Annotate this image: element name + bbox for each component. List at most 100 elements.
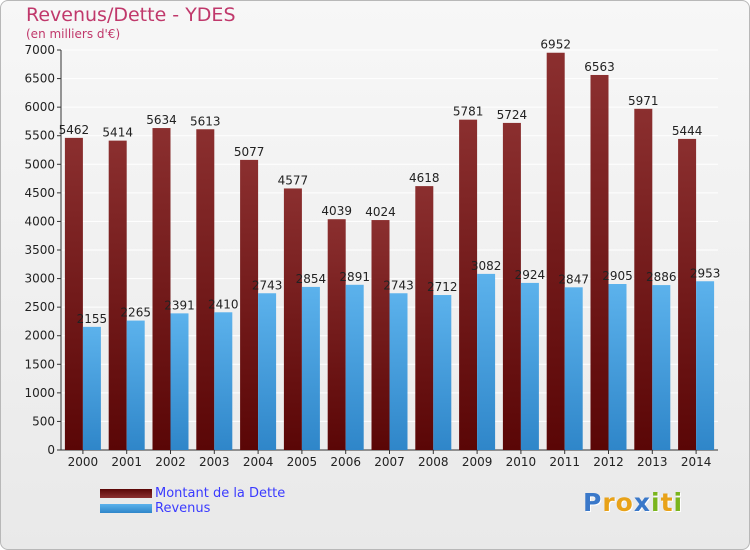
x-tick-label: 2000: [68, 455, 99, 469]
chart-title: Revenus/Dette - YDES: [26, 4, 236, 26]
y-tick-label: 7000: [24, 43, 55, 57]
revenue-bar: [696, 281, 715, 450]
debt-value-label: 6952: [540, 38, 571, 52]
y-tick-label: 1500: [24, 357, 55, 371]
y-tick-label: 2000: [24, 329, 55, 343]
legend-label-debt: Montant de la Dette: [155, 486, 286, 501]
revenue-bar: [170, 313, 189, 450]
revenue-bar: [608, 284, 627, 450]
x-tick-label: 2003: [199, 455, 230, 469]
debt-value-label: 4618: [409, 171, 440, 185]
revenue-value-label: 2391: [164, 298, 195, 312]
revenue-value-label: 2265: [120, 306, 151, 320]
debt-bar: [634, 108, 653, 451]
debt-bar: [240, 159, 259, 450]
x-tick-label: 2012: [593, 455, 624, 469]
y-tick-label: 6500: [24, 72, 55, 86]
revenue-value-label: 2743: [252, 278, 283, 292]
x-tick-label: 2011: [549, 455, 580, 469]
revenue-value-label: 2905: [602, 269, 633, 283]
x-tick-label: 2010: [506, 455, 537, 469]
x-tick-label: 2002: [155, 455, 186, 469]
x-tick-label: 2006: [330, 455, 361, 469]
debt-bar: [152, 128, 171, 451]
revenue-value-label: 2891: [339, 270, 370, 284]
revenue-bar: [652, 285, 671, 450]
debt-bar: [64, 137, 83, 450]
debt-value-label: 6563: [584, 60, 615, 74]
debt-bar: [590, 74, 609, 450]
debt-bar: [459, 119, 478, 451]
revenue-bar: [214, 312, 233, 450]
debt-value-label: 5971: [628, 94, 659, 108]
x-tick-label: 2004: [243, 455, 274, 469]
debt-value-label: 5613: [190, 114, 221, 128]
y-tick-label: 2500: [24, 300, 55, 314]
y-tick-label: 6000: [24, 100, 55, 114]
debt-value-label: 5781: [453, 105, 484, 119]
chart-subtitle: (en milliers d'€): [26, 27, 121, 41]
revenue-bar: [433, 295, 452, 450]
debt-value-label: 5462: [59, 123, 90, 137]
revenue-bar: [82, 326, 101, 450]
legend-swatch-revenue: [100, 504, 152, 513]
debt-bar: [327, 219, 346, 450]
revenue-bar: [389, 293, 408, 450]
revenue-bar: [126, 320, 145, 450]
revenue-value-label: 2886: [646, 270, 677, 284]
debt-value-label: 4577: [278, 173, 309, 187]
logo-letter: i: [651, 488, 661, 517]
revenue-bar: [477, 273, 496, 450]
y-tick-label: 3000: [24, 272, 55, 286]
logo-letter: t: [660, 488, 674, 517]
debt-bar: [371, 220, 390, 450]
revenue-value-label: 2854: [296, 272, 327, 286]
debt-value-label: 5414: [102, 126, 133, 140]
y-tick-label: 1000: [24, 386, 55, 400]
debt-value-label: 5077: [234, 145, 265, 159]
y-tick-label: 4500: [24, 186, 55, 200]
x-tick-label: 2009: [462, 455, 493, 469]
y-tick-label: 5000: [24, 157, 55, 171]
revenue-bar: [301, 286, 320, 450]
revenue-bar: [520, 282, 539, 450]
revenue-value-label: 3082: [471, 259, 502, 273]
revenue-bar: [345, 284, 364, 450]
x-tick-label: 2014: [681, 455, 712, 469]
x-tick-label: 2001: [111, 455, 142, 469]
y-tick-label: 5500: [24, 129, 55, 143]
debt-bar: [196, 129, 215, 450]
logo-letter: x: [633, 488, 651, 517]
debt-bar: [502, 122, 521, 451]
logo-letter: P: [583, 488, 603, 517]
logo-letter: i: [673, 488, 684, 517]
x-tick-label: 2008: [418, 455, 449, 469]
debt-value-label: 5634: [146, 113, 177, 127]
legend-label-revenue: Revenus: [155, 501, 211, 516]
x-tick-label: 2005: [287, 455, 318, 469]
revenue-bar: [564, 287, 583, 450]
y-tick-label: 0: [47, 443, 55, 457]
logo-letter: r: [602, 488, 616, 517]
revenue-value-label: 2410: [208, 297, 239, 311]
revenue-value-label: 2155: [77, 312, 108, 326]
y-tick-label: 3500: [24, 243, 55, 257]
x-tick-label: 2007: [374, 455, 405, 469]
y-tick-label: 500: [32, 414, 55, 428]
y-tick-label: 4000: [24, 214, 55, 228]
debt-bar: [678, 138, 697, 450]
debt-bar: [415, 186, 434, 450]
revenue-value-label: 2924: [515, 268, 546, 282]
debt-bar: [546, 52, 565, 450]
proxiti-logo: Proxiti: [583, 488, 683, 517]
debt-bar: [108, 140, 127, 450]
legend-swatch-debt: [100, 489, 152, 498]
debt-value-label: 5444: [672, 124, 703, 138]
revenue-value-label: 2953: [690, 266, 721, 280]
debt-value-label: 5724: [497, 108, 528, 122]
revenue-value-label: 2847: [558, 272, 589, 286]
revenue-value-label: 2743: [383, 278, 414, 292]
revenue-bar: [258, 293, 277, 450]
logo-letter: o: [615, 488, 634, 517]
